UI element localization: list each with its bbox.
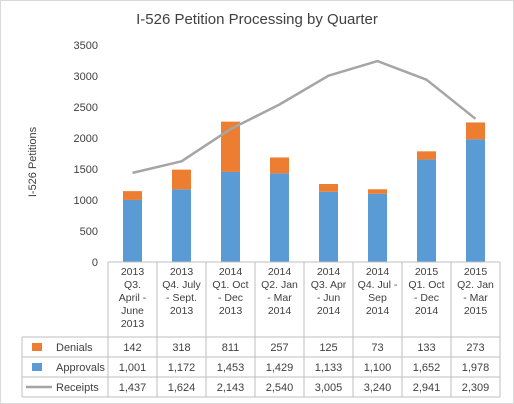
category-label: Q1. Oct — [408, 279, 444, 291]
y-tick-label: 0 — [92, 257, 98, 269]
table-cell: 1,429 — [266, 362, 294, 374]
y-tick-label: 1500 — [74, 164, 98, 176]
table-cell: 3,240 — [364, 382, 392, 394]
legend-key-denials — [32, 343, 42, 351]
table-cell: 1,100 — [364, 362, 392, 374]
table-cell: 1,133 — [315, 362, 343, 374]
category-label: 2014 — [268, 305, 292, 317]
y-tick-label: 2000 — [74, 133, 98, 145]
series-name: Approvals — [56, 362, 105, 374]
category-label: 2014 — [317, 266, 341, 278]
category-label: Q4. July — [162, 279, 201, 291]
category-label: 2015 — [464, 266, 488, 278]
table-cell: 2,143 — [217, 382, 245, 394]
approvals-bar — [417, 159, 436, 262]
denials-bar — [368, 189, 387, 194]
category-label: 2013 — [170, 266, 194, 278]
table-cell: 273 — [466, 342, 484, 354]
approvals-bar — [466, 139, 485, 262]
data-table: Denials 142 318 811 257 125 73 133 273 Approvals 1… — [21, 336, 501, 398]
table-cell: 73 — [371, 342, 383, 354]
series-name: Denials — [56, 342, 93, 354]
table-cell: 1,652 — [413, 362, 441, 374]
y-tick-label: 500 — [80, 226, 98, 238]
y-tick-label: 1000 — [74, 195, 98, 207]
table-cell: 1,453 — [217, 362, 245, 374]
y-tick-label: 2500 — [74, 102, 98, 114]
category-label: 2014 — [317, 305, 341, 317]
category-label: 2015 — [464, 305, 488, 317]
table-cell: 1,172 — [168, 362, 196, 374]
table-cell: 3,005 — [315, 382, 343, 394]
category-label: 2013 — [121, 318, 145, 330]
table-cell: 318 — [172, 342, 190, 354]
y-axis-label: I-526 Petitions — [27, 126, 39, 197]
category-label: 2015 — [415, 266, 439, 278]
table-cell: 1,437 — [119, 382, 147, 394]
table-cell: 133 — [417, 342, 435, 354]
legend-key-approvals — [32, 363, 42, 371]
denials-bar — [270, 157, 289, 174]
category-label: - Sept. — [166, 292, 197, 304]
table-cell: 125 — [319, 342, 337, 354]
chart-title: I-526 Petition Processing by Quarter — [136, 11, 378, 28]
category-label: - Jun — [317, 292, 341, 304]
approvals-bar — [123, 199, 142, 262]
table-cell: 142 — [123, 342, 141, 354]
category-label: June — [121, 305, 144, 317]
category-label: - Mar — [463, 292, 488, 304]
table-cell: 257 — [270, 342, 288, 354]
approvals-bar — [319, 191, 338, 262]
series-name: Receipts — [56, 382, 99, 394]
table-cell: 2,941 — [413, 382, 441, 394]
receipts-line-group — [132, 59, 477, 175]
category-label: - Dec — [414, 292, 439, 304]
category-label: - Mar — [267, 292, 292, 304]
denials-bar — [123, 191, 142, 200]
category-label: Q4. Jul - — [358, 279, 398, 291]
category-label: 2014 — [415, 305, 439, 317]
table-cell: 1,624 — [168, 382, 196, 394]
approvals-bar — [368, 193, 387, 262]
category-label: 2013 — [219, 305, 243, 317]
category-label: 2014 — [268, 266, 292, 278]
denials-bar — [221, 121, 240, 172]
category-label: Q3. — [124, 279, 141, 291]
table-cell: 2,309 — [462, 382, 490, 394]
category-label: 2014 — [366, 305, 390, 317]
category-label: Sep — [368, 292, 387, 304]
approvals-bar — [270, 173, 289, 262]
category-label: April - — [119, 292, 147, 304]
category-label: - Dec — [218, 292, 243, 304]
denials-bar — [172, 169, 191, 190]
table-cell: 1,001 — [119, 362, 147, 374]
y-axis-ticks: 0 500 1000 1500 2000 2500 3000 3500 — [74, 40, 98, 269]
category-label: 2013 — [121, 266, 145, 278]
category-label: Q2. Jan — [261, 279, 298, 291]
bars — [123, 121, 485, 262]
denials-bar — [319, 184, 338, 192]
approvals-bar — [172, 189, 191, 262]
denials-bar — [417, 151, 436, 160]
table-cell: 811 — [222, 342, 240, 354]
category-label: 2014 — [219, 266, 243, 278]
y-tick-label: 3500 — [74, 40, 98, 52]
table-cell: 1,978 — [462, 362, 490, 374]
y-tick-label: 3000 — [74, 71, 98, 83]
table-cell: 2,540 — [266, 382, 294, 394]
receipts-line — [132, 59, 477, 175]
category-label: 2013 — [170, 305, 194, 317]
approvals-bar — [221, 171, 240, 262]
category-label: Q2. Jan — [457, 279, 494, 291]
category-label: 2014 — [366, 266, 390, 278]
category-label: Q3. Apr — [311, 279, 347, 291]
denials-bar — [466, 122, 485, 140]
category-label: Q1. Oct — [212, 279, 248, 291]
